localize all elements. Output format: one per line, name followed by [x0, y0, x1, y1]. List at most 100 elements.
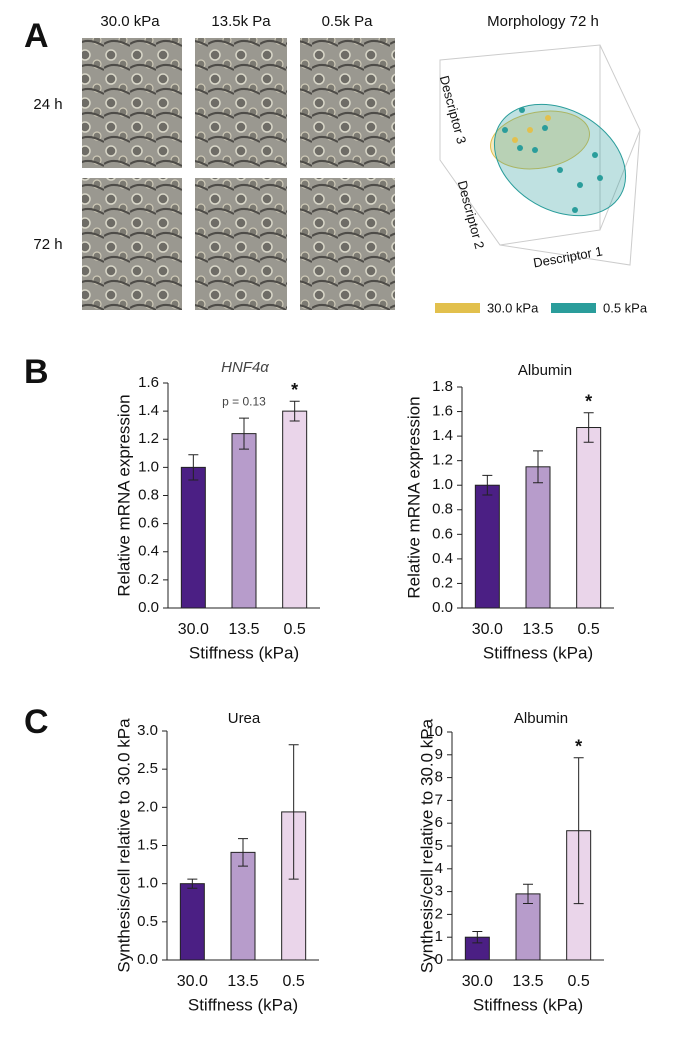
y-tick-label: 1.8 [432, 378, 453, 395]
y-tick-label: 2.5 [137, 760, 158, 777]
x-tick-label: 13.5 [227, 973, 258, 990]
error-bar [238, 838, 248, 867]
y-tick-label: 1.4 [432, 427, 453, 444]
x-axis-label: Stiffness (kPa) [473, 995, 583, 1014]
x-tick-label: 30.0 [472, 621, 503, 638]
bar [474, 484, 500, 609]
x-axis-label: Stiffness (kPa) [483, 643, 593, 662]
x-tick-label: 30.0 [177, 973, 208, 990]
y-tick-label: 0.4 [432, 550, 453, 567]
y-axis-label: Relative mRNA expression [114, 394, 133, 596]
micrograph [300, 178, 395, 310]
morphology-title: Morphology 72 h [487, 13, 599, 30]
panel-letter: B [24, 353, 49, 391]
error-bar [573, 757, 584, 905]
chart-title: Urea [228, 710, 261, 727]
chart-title: HNF4α [221, 359, 269, 376]
annotation: * [291, 380, 298, 400]
error-bar [583, 412, 594, 443]
y-tick-label: 0.8 [432, 501, 453, 518]
legend-swatch [435, 303, 480, 313]
annotation: * [575, 737, 582, 757]
y-tick-label: 2 [435, 905, 443, 922]
y-tick-label: 5 [435, 837, 443, 854]
y-tick-label: 0.0 [138, 599, 159, 616]
y-tick-label: 0.6 [138, 515, 159, 532]
error-bar [187, 878, 198, 889]
x-tick-label: 0.5 [284, 621, 306, 638]
y-tick-label: 1.0 [137, 875, 158, 892]
error-bar [472, 931, 483, 944]
annotation: p = 0.13 [222, 394, 266, 408]
legend-label: 0.5 kPa [603, 300, 648, 315]
x-tick-label: 0.5 [283, 973, 305, 990]
micrograph [195, 178, 287, 310]
y-tick-label: 2.0 [137, 798, 158, 815]
panel-letter: A [24, 17, 49, 55]
x-tick-label: 13.5 [228, 621, 259, 638]
y-axis-label: Synthesis/cell relative to 30.0 kPa [417, 718, 436, 973]
x-axis-label: Stiffness (kPa) [188, 995, 298, 1014]
micrograph [82, 178, 182, 310]
bar [282, 410, 308, 609]
y-tick-label: 1.0 [432, 476, 453, 493]
y-tick-label: 1.5 [137, 836, 158, 853]
y-tick-label: 0.6 [432, 525, 453, 542]
y-tick-label: 0.0 [432, 599, 453, 616]
error-bar [482, 474, 493, 496]
error-bar [289, 400, 300, 422]
chart-title: Albumin [518, 362, 572, 379]
micrograph [82, 38, 182, 168]
error-bar [188, 454, 199, 481]
bar [515, 893, 541, 961]
bar [179, 883, 205, 961]
bar [525, 466, 551, 609]
panel-letter: C [24, 703, 49, 741]
y-tick-label: 4 [435, 860, 443, 877]
y-tick-label: 3 [435, 883, 443, 900]
x-tick-label: 13.5 [522, 621, 553, 638]
y-tick-label: 8 [435, 769, 443, 786]
x-tick-label: 30.0 [462, 973, 493, 990]
column-label: 0.5k Pa [322, 13, 374, 30]
y-tick-label: 0 [435, 951, 443, 968]
y-tick-label: 3.0 [137, 722, 158, 739]
y-tick-label: 6 [435, 814, 443, 831]
y-tick-label: 1.6 [138, 374, 159, 391]
column-label: 30.0 kPa [100, 13, 160, 30]
bar [576, 427, 602, 609]
y-tick-label: 1.6 [432, 403, 453, 420]
y-tick-label: 1 [435, 928, 443, 945]
x-axis-label: Stiffness (kPa) [189, 643, 299, 662]
y-tick-label: 1.2 [432, 452, 453, 469]
y-tick-label: 0.8 [138, 486, 159, 503]
legend-swatch [551, 303, 596, 313]
column-label: 13.5k Pa [211, 13, 271, 30]
axis-label: Descriptor 2 [455, 179, 488, 251]
y-tick-label: 1.4 [138, 402, 159, 419]
legend-label: 30.0 kPa [487, 300, 539, 315]
y-tick-label: 1.2 [138, 430, 159, 447]
bar [231, 433, 257, 609]
y-axis-label: Relative mRNA expression [404, 396, 423, 598]
micrographs [82, 38, 395, 310]
micrograph [300, 38, 395, 168]
y-tick-label: 10 [426, 723, 443, 740]
y-tick-label: 1.0 [138, 458, 159, 475]
error-bar [523, 883, 533, 904]
bar [180, 466, 206, 609]
row-label: 72 h [33, 236, 62, 253]
row-label: 24 h [33, 96, 62, 113]
chart-title: Albumin [514, 710, 568, 727]
axis-label: Descriptor 1 [532, 243, 604, 270]
y-tick-label: 0.2 [138, 571, 159, 588]
error-bar [533, 450, 543, 484]
x-tick-label: 30.0 [178, 621, 209, 638]
y-tick-label: 0.5 [137, 913, 158, 930]
micrograph [195, 38, 287, 168]
annotation: * [585, 392, 592, 412]
x-tick-label: 13.5 [512, 973, 543, 990]
x-tick-label: 0.5 [578, 621, 600, 638]
y-tick-label: 0.0 [137, 951, 158, 968]
